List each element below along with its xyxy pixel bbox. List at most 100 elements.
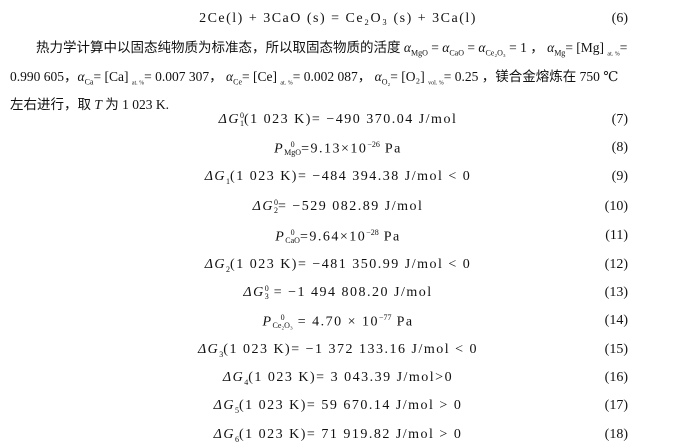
sub: Ce bbox=[233, 77, 243, 87]
text: = 0.007 307， bbox=[144, 68, 223, 84]
alpha: α bbox=[478, 40, 486, 55]
symbol: ΔG bbox=[213, 398, 235, 413]
subscript: 3 bbox=[219, 349, 224, 359]
equation-body: = −529 082.89 J/mol bbox=[277, 199, 424, 215]
equation-body: (1 023 K)= −1 372 133.16 J/mol < 0 bbox=[223, 342, 479, 357]
equation-body: =9.64×10 bbox=[299, 229, 367, 245]
paragraph-line: 热力学计算中以固态纯物质为标准态，所以取固态物质的活度 αMgO = αCaO … bbox=[36, 40, 628, 58]
sub: at. % bbox=[280, 80, 293, 87]
equation-number: (16) bbox=[604, 370, 628, 385]
exponent: −26 bbox=[367, 140, 380, 149]
symbol: ΔG bbox=[204, 169, 227, 184]
text: = 0.002 087， bbox=[292, 68, 372, 84]
sub: vol. % bbox=[428, 80, 444, 87]
alpha: α bbox=[374, 68, 382, 84]
paragraph-line: 左右进行，取 T 为 1 023 K. bbox=[10, 94, 670, 116]
superscript: 0 bbox=[273, 198, 278, 207]
symbol: P bbox=[275, 229, 286, 245]
alpha: α bbox=[547, 40, 555, 55]
subscript: Ce₂O₃ bbox=[272, 321, 293, 331]
equation-number: (8) bbox=[611, 140, 628, 155]
equation: ΔG6(1 023 K)= 71 919.82 J/mol > 0 bbox=[0, 427, 676, 444]
unit: Pa bbox=[378, 229, 401, 245]
symbol: ΔG bbox=[213, 427, 235, 442]
exponent: −77 bbox=[379, 313, 392, 322]
alpha: α bbox=[77, 68, 85, 84]
equation-number: (7) bbox=[611, 112, 628, 127]
equation: ΔG 0 2 = −529 082.89 J/mol bbox=[0, 199, 676, 215]
text: = [Ce] bbox=[242, 68, 278, 84]
reaction-equation-6: 2Ce(l) + 3CaO (s) = Ce₂O₃ (s) + 3Ca(l) bbox=[0, 11, 676, 27]
equation-number: (6) bbox=[611, 11, 628, 26]
equation-body: (1 023 K)= 59 670.14 J/mol > 0 bbox=[238, 398, 463, 413]
paragraph-line: 0.990 605，αCa= [Ca] at. %= 0.007 307， αC… bbox=[10, 68, 619, 87]
symbol: P bbox=[262, 314, 273, 330]
equation: ΔG4(1 023 K)= 3 043.39 J/mol>0 bbox=[0, 370, 676, 387]
equation-number: (14) bbox=[604, 313, 628, 328]
sub: Ce₂O₃ bbox=[485, 48, 506, 58]
text: 为 1 023 K. bbox=[101, 97, 170, 113]
superscript: 0 bbox=[264, 284, 269, 293]
sub: O₂ bbox=[381, 77, 391, 87]
equation: ΔG 0 1 (1 023 K)= −490 370.04 J/mol bbox=[0, 112, 676, 128]
equation-number: (18) bbox=[604, 427, 628, 442]
symbol: ΔG bbox=[218, 112, 240, 128]
subscript: 5 bbox=[234, 405, 239, 415]
equation-body: (1 023 K)= −490 370.04 J/mol bbox=[243, 112, 458, 128]
text: = [Mg] bbox=[565, 40, 605, 55]
subscript: 1 bbox=[239, 119, 244, 128]
equation-body: (1 023 K)= −484 394.38 J/mol < 0 bbox=[230, 169, 472, 184]
equation: ΔG3(1 023 K)= −1 372 133.16 J/mol < 0 bbox=[0, 342, 676, 359]
alpha: α bbox=[403, 40, 411, 55]
equation: P 0 CaO =9.64×10−28 Pa bbox=[0, 228, 676, 246]
symbol: ΔG bbox=[222, 370, 245, 385]
text: T bbox=[94, 97, 102, 113]
unit: Pa bbox=[379, 141, 402, 157]
text: = [Ca] bbox=[93, 68, 129, 84]
equation-body: (1 023 K)= 71 919.82 J/mol > 0 bbox=[238, 427, 463, 442]
symbol: ΔG bbox=[252, 199, 274, 215]
alpha: α bbox=[442, 40, 450, 55]
subscript: 1 bbox=[226, 176, 231, 186]
symbol: ΔG bbox=[197, 342, 220, 357]
text: = 1 ， bbox=[505, 40, 544, 55]
subscript: 3 bbox=[264, 292, 269, 301]
equation-body: = 4.70 × 10 bbox=[292, 314, 380, 330]
equation-number: (10) bbox=[604, 199, 628, 214]
sub: MgO bbox=[410, 48, 428, 58]
subscript: 4 bbox=[244, 377, 249, 387]
text: 左右进行，取 bbox=[10, 97, 95, 113]
equation: ΔG2(1 023 K)= −481 350.99 J/mol < 0 bbox=[0, 257, 676, 274]
equation-number: (12) bbox=[604, 257, 628, 272]
paragraph: 热力学计算中以固态纯物质为标准态，所以取固态物质的活度 αMgO = αCaO … bbox=[10, 37, 670, 116]
sub: at. % bbox=[131, 80, 145, 87]
subscript: 2 bbox=[226, 264, 231, 274]
sub: Mg bbox=[554, 48, 566, 58]
text: = [O₂] bbox=[390, 68, 425, 84]
equation-number: (17) bbox=[604, 398, 628, 413]
equation: P 0 MgO =9.13×10−26 Pa bbox=[0, 140, 676, 158]
sub: CaO bbox=[449, 48, 464, 58]
superscript: 0 bbox=[290, 140, 295, 150]
equation-number: (15) bbox=[604, 342, 628, 357]
equation: P 0 Ce₂O₃ = 4.70 × 10−77 Pa bbox=[0, 313, 676, 331]
superscript: 0 bbox=[280, 313, 285, 323]
sub: Ca bbox=[84, 77, 94, 87]
sub: at. % bbox=[607, 51, 620, 58]
equation-text: 2Ce(l) + 3CaO (s) = Ce₂O₃ (s) + 3Ca(l) bbox=[199, 11, 477, 26]
symbol: ΔG bbox=[243, 285, 265, 301]
subscript: MgO bbox=[284, 148, 302, 158]
equation-body: = −1 494 808.20 J/mol bbox=[268, 285, 433, 301]
superscript: 0 bbox=[290, 228, 295, 238]
subscript: CaO bbox=[285, 236, 300, 246]
text: = 0.25 ，镁合金熔炼在 750 ℃ bbox=[443, 68, 619, 84]
superscript: 0 bbox=[239, 111, 244, 120]
equation: ΔG1(1 023 K)= −484 394.38 J/mol < 0 bbox=[0, 169, 676, 186]
exponent: −28 bbox=[366, 228, 379, 237]
equation-body: =9.13×10 bbox=[301, 141, 368, 157]
subscript: 6 bbox=[234, 434, 239, 444]
symbol: P bbox=[274, 141, 285, 157]
unit: Pa bbox=[391, 314, 414, 330]
equation-number: (13) bbox=[604, 285, 628, 300]
symbol: ΔG bbox=[204, 257, 227, 272]
